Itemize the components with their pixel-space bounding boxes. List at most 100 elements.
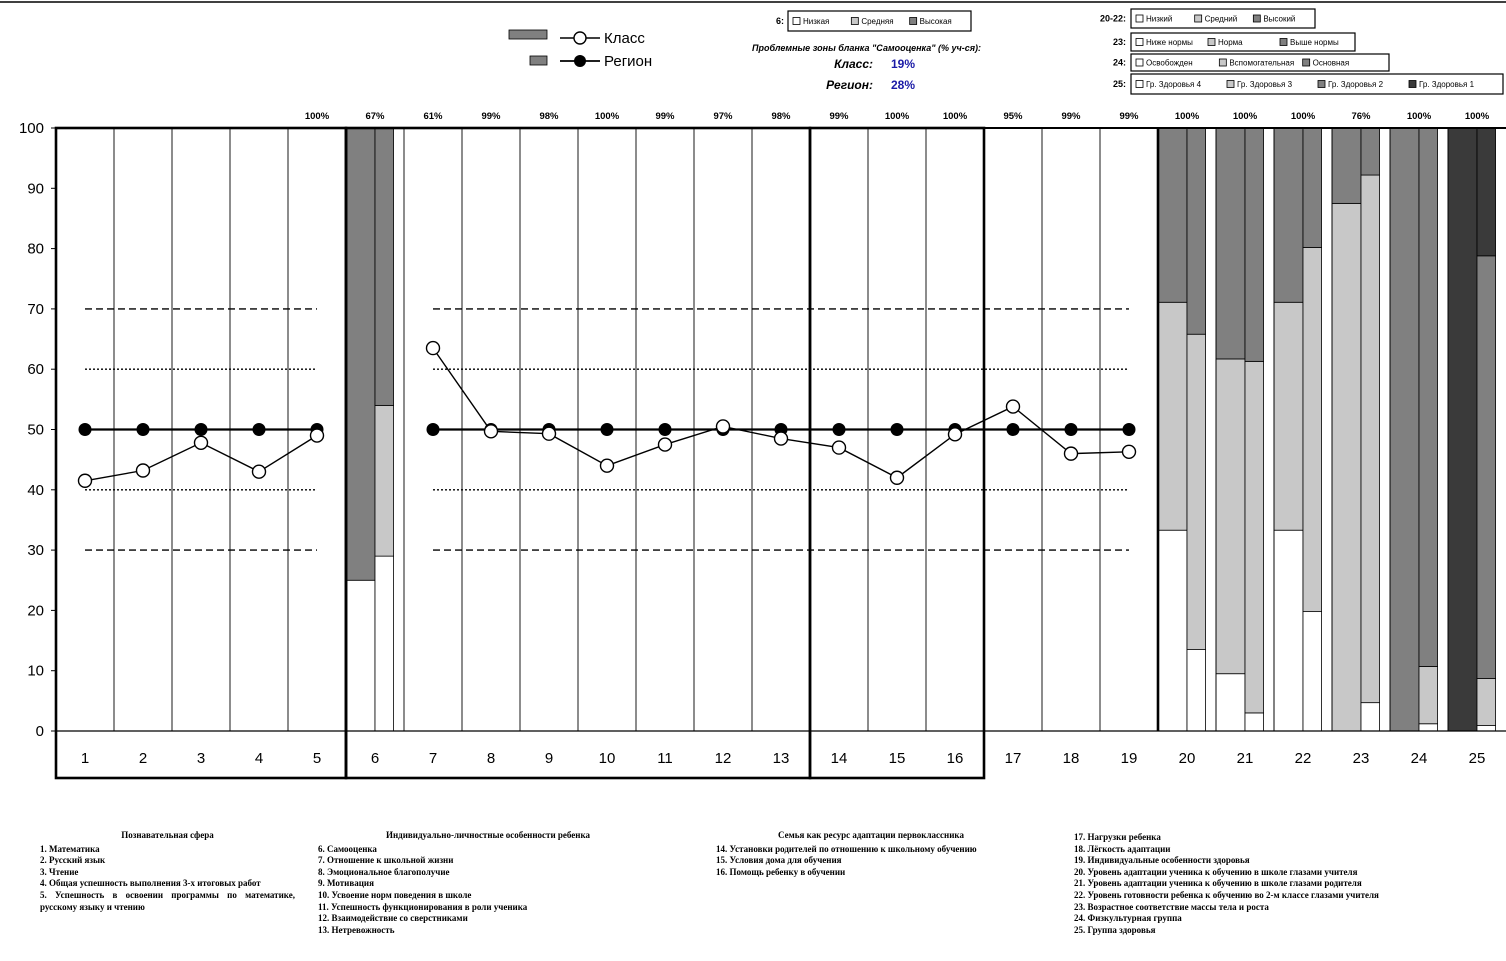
stacked-bar-segment-class — [1157, 301, 1188, 531]
class-point — [251, 464, 267, 479]
legend-box-swatch — [1218, 58, 1227, 67]
note-line: 15. Условия дома для обучения — [716, 855, 842, 866]
region-point — [890, 423, 904, 436]
legend-box-item: Гр. Здоровья 2 — [1328, 80, 1384, 89]
notes-health: 17. Нагрузки ребенка 18. Лёгкость адапта… — [1074, 832, 1504, 936]
region-point — [136, 423, 150, 436]
legend-box-swatch — [1279, 38, 1288, 46]
stacked-bar-segment-class — [1215, 127, 1246, 360]
x-tick-label: 12 — [715, 750, 732, 767]
problem-zones-class-value: 19% — [891, 57, 915, 71]
note-line: 8. Эмоциональное благополучие — [318, 866, 450, 877]
problem-zones-region-label: Регион: — [826, 78, 873, 92]
x-tick-label: 6 — [371, 750, 379, 767]
y-tick-label: 30 — [27, 542, 44, 559]
legend-box-item: Гр. Здоровья 3 — [1237, 80, 1293, 89]
stacked-bar-segment-class — [1273, 529, 1304, 732]
x-tick-label: 20 — [1179, 750, 1196, 767]
class-point — [1121, 444, 1137, 460]
class-point — [831, 440, 847, 455]
y-tick-label: 70 — [27, 301, 44, 318]
x-tick-label: 19 — [1121, 750, 1138, 767]
x-tick-label: 4 — [255, 750, 263, 767]
x-tick-label: 17 — [1005, 750, 1022, 767]
top-percentage-label: 100% — [595, 111, 620, 122]
note-line: 10. Усвоение норм поведения в школе — [318, 889, 472, 900]
class-point — [773, 431, 789, 446]
class-point — [947, 427, 963, 442]
stacked-bar-segment-region — [1244, 127, 1264, 362]
problem-zones-title: Проблемные зоны бланка "Самооценка" (% у… — [752, 43, 981, 53]
x-tick-label: 13 — [773, 750, 790, 767]
top-percentage-label: 100% — [1465, 111, 1490, 122]
class-point — [1063, 446, 1079, 461]
top-percentage-label: 99% — [1119, 111, 1139, 122]
note-line: 14. Установки родителей по отношению к ш… — [716, 843, 977, 854]
y-tick-label: 40 — [27, 482, 44, 499]
stacked-bar-segment-region — [1302, 611, 1322, 732]
stacked-bar-segment-region — [1360, 174, 1380, 704]
x-tick-label: 16 — [947, 750, 964, 767]
top-percentage-label: 99% — [481, 111, 501, 122]
note-line: 24. Физкультурная группа — [1074, 913, 1182, 924]
top-percentage-label: 99% — [1061, 111, 1081, 122]
note-line: 21. Уровень адаптации ученика к обучению… — [1074, 878, 1362, 889]
note-line: 5. Успешность в освоении программы по ма… — [40, 889, 295, 912]
legend-box-frame — [1130, 32, 1356, 52]
x-tick-label: 3 — [197, 750, 205, 767]
top-percentage-label: 100% — [943, 111, 968, 122]
class-series-line — [432, 347, 1130, 479]
note-line: 11. Успешность функционирования в роли у… — [318, 901, 528, 912]
x-tick-label: 23 — [1353, 750, 1370, 767]
region-point — [1122, 423, 1136, 436]
top-percentage-label: 99% — [829, 111, 849, 122]
legend-region-marker — [574, 55, 586, 67]
note-line: 1. Математика — [40, 843, 100, 854]
top-percentage-label: 76% — [1351, 111, 1371, 122]
top-percentage-label: 100% — [305, 111, 330, 122]
legend-box-item: Выше нормы — [1290, 38, 1339, 47]
problem-zones-region-value: 28% — [891, 78, 915, 92]
region-point — [832, 423, 846, 436]
legend-box-prefix: 25: — [1113, 79, 1126, 89]
legend-box-swatch — [1302, 58, 1311, 67]
class-point — [541, 426, 557, 441]
legend-region-swatch — [529, 55, 548, 66]
region-point — [426, 423, 440, 436]
legend-box-item: Низкая — [803, 17, 829, 26]
x-tick-label: 11 — [657, 750, 673, 767]
stacked-bar-segment-region — [1476, 678, 1496, 726]
legend-box-frame — [787, 10, 972, 32]
top-percentage-label: 61% — [423, 111, 443, 122]
note-line: 6. Самооценка — [318, 843, 377, 854]
class-point — [715, 419, 731, 434]
legend-box-swatch — [1135, 14, 1144, 23]
class-point — [599, 458, 615, 473]
y-tick-label: 100 — [19, 120, 44, 137]
stacked-bar-segment-class — [1331, 127, 1362, 204]
x-tick-label: 1 — [81, 750, 89, 767]
stacked-bar-segment-class — [1273, 301, 1304, 531]
stacked-bar-segment-class — [1157, 127, 1188, 303]
note-line: 17. Нагрузки ребенка — [1074, 832, 1161, 842]
legend-box-swatch — [1207, 38, 1216, 46]
stacked-bar-segment-class — [1157, 529, 1188, 732]
stacked-bar-segment-region — [1302, 127, 1322, 248]
class-point — [135, 463, 151, 478]
note-line: 23. Возрастное соответствие массы тела и… — [1074, 901, 1269, 912]
notes-family: Семья как ресурс адаптации первоклассник… — [716, 830, 1026, 878]
stacked-bar-segment-class — [1331, 202, 1362, 732]
x-tick-label: 14 — [831, 750, 848, 767]
legend-box-item: Высокая — [920, 17, 952, 26]
top-percentage-label: 100% — [885, 111, 910, 122]
legend-class-swatch — [508, 29, 548, 40]
legend-box-frame — [1130, 8, 1316, 29]
note-line: 18. Лёгкость адаптации — [1074, 843, 1171, 854]
stacked-bar-segment-region — [1418, 127, 1438, 667]
stacked-bar-segment-region — [1476, 255, 1496, 679]
stacked-bar-segment-class — [1389, 127, 1420, 732]
note-line: 12. Взаимодействие со сверстниками — [318, 913, 468, 924]
legend-box-item: Освобожден — [1146, 59, 1193, 68]
top-percentage-label: 97% — [713, 111, 733, 122]
y-tick-label: 20 — [27, 602, 44, 619]
